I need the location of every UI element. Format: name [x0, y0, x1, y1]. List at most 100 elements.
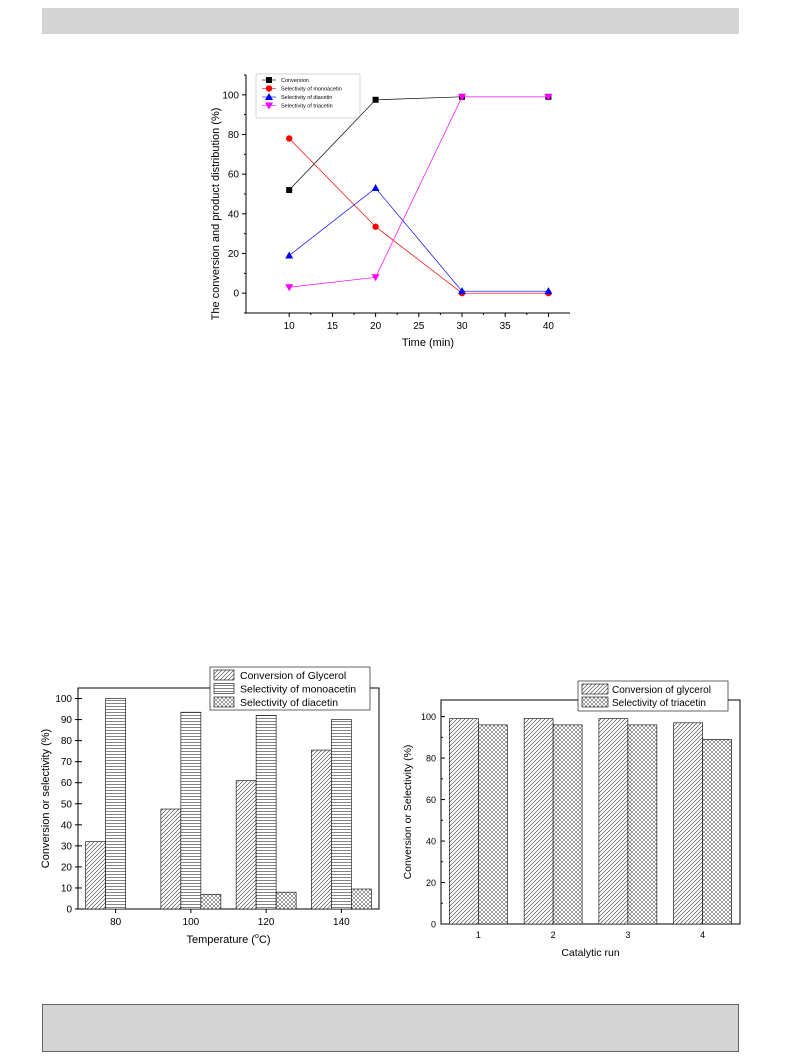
x-tick-label: 100: [183, 917, 200, 928]
legend-label: Selectivity of triacetin: [612, 698, 706, 709]
bar: [627, 724, 658, 925]
legend-swatch: [581, 683, 609, 695]
data-point: [285, 251, 294, 259]
y-tick-label: 20: [61, 862, 73, 873]
data-point: [285, 284, 294, 292]
x-tick-label: 40: [543, 321, 555, 332]
legend-swatch: [581, 696, 609, 708]
y-tick-label: 30: [61, 841, 73, 852]
legend-label: Conversion: [281, 78, 309, 84]
plot-frame: [77, 687, 380, 910]
x-tick-label: 3: [625, 930, 630, 940]
data-point: [371, 274, 380, 282]
x-axis-label-tail: C): [259, 934, 271, 946]
legend-label: Conversion of glycerol: [612, 685, 711, 696]
bar: [235, 780, 257, 910]
data-point: [458, 93, 466, 101]
y-tick-label: 50: [61, 799, 73, 810]
y-tick-label: 80: [426, 754, 436, 764]
legend-swatch: [213, 669, 235, 681]
y-tick-label: 10: [61, 883, 73, 894]
data-point: [544, 287, 553, 295]
x-axis-label: Catalytic run: [561, 947, 620, 959]
bar: [449, 718, 479, 925]
legend-marker: [265, 93, 273, 100]
plot-frame: [440, 699, 741, 925]
bar: [180, 711, 202, 910]
y-tick-label: 100: [421, 712, 436, 722]
series-line: [288, 187, 549, 292]
series-line: [288, 138, 549, 294]
bar: [200, 893, 222, 910]
bar: [478, 724, 508, 925]
legend-box: [209, 666, 371, 711]
legend-box: [577, 680, 729, 712]
legend-swatch: [213, 683, 235, 694]
y-tick-label: 0: [431, 920, 436, 930]
header-bar: [42, 8, 739, 34]
bar: [275, 891, 297, 910]
legend-label: Selectivity of diacetin: [240, 697, 338, 709]
bar: [702, 739, 732, 925]
data-point: [544, 93, 553, 101]
footer-bar: [42, 1004, 739, 1052]
legend-label: Selectivity of monoacetin: [281, 87, 342, 93]
data-point: [545, 93, 552, 100]
data-point: [459, 93, 465, 100]
bar: [85, 841, 106, 910]
bar: [255, 715, 277, 910]
x-tick-label: 10: [284, 321, 296, 332]
x-tick-label: 120: [258, 917, 275, 928]
data-point: [286, 187, 293, 194]
data-point: [372, 223, 379, 230]
y-tick-label: 90: [61, 715, 73, 726]
bar: [105, 698, 126, 910]
x-axis-label-main: Temperature (: [187, 934, 256, 946]
legend-swatch: [213, 696, 235, 708]
bar: [673, 722, 703, 925]
y-axis-label: The conversion and product distribution …: [210, 108, 222, 321]
x-tick-label: 25: [413, 321, 425, 332]
data-point: [458, 289, 466, 297]
x-tick-label: 2: [551, 930, 556, 940]
y-tick-label: 20: [426, 878, 436, 888]
bar: [351, 888, 372, 910]
data-point: [545, 289, 552, 297]
y-axis-label: Conversion or selectivity (%): [40, 729, 52, 868]
legend-label: Conversion of Glycerol: [240, 670, 346, 682]
legend-box: [255, 73, 361, 119]
y-tick-label: 80: [61, 736, 73, 747]
bar: [523, 718, 554, 925]
series-line: [288, 96, 549, 191]
y-tick-label: 60: [61, 778, 73, 789]
x-axis-label: Time (min): [402, 337, 454, 349]
x-tick-label: 35: [500, 321, 512, 332]
legend-marker: [266, 77, 272, 83]
y-tick-label: 0: [66, 905, 72, 916]
legend-label: Selectivity of diacetin: [281, 95, 332, 101]
y-tick-label: 100: [55, 694, 72, 705]
x-tick-label: 30: [456, 321, 468, 332]
legend-label: Selectivity of monoacetin: [240, 684, 356, 696]
y-tick-label: 60: [426, 795, 436, 805]
legend-marker: [265, 85, 273, 92]
y-tick-label: 40: [228, 209, 240, 220]
bar: [552, 724, 583, 925]
legend-marker: [265, 102, 273, 110]
y-tick-label: 40: [61, 820, 73, 831]
x-tick-label: 20: [370, 321, 382, 332]
x-axis-label: Temperature (oC): [187, 933, 271, 946]
y-tick-label: 100: [222, 90, 239, 101]
x-axis-label-sup: o: [255, 933, 259, 940]
y-tick-label: 70: [61, 757, 73, 768]
bar: [598, 718, 629, 925]
x-tick-label: 15: [327, 321, 339, 332]
legend-label: Selectivity of triacetin: [281, 104, 333, 110]
bar: [331, 719, 352, 910]
data-point: [371, 184, 380, 192]
series-line: [289, 96, 549, 288]
data-point: [372, 96, 379, 103]
bar: [160, 808, 182, 910]
